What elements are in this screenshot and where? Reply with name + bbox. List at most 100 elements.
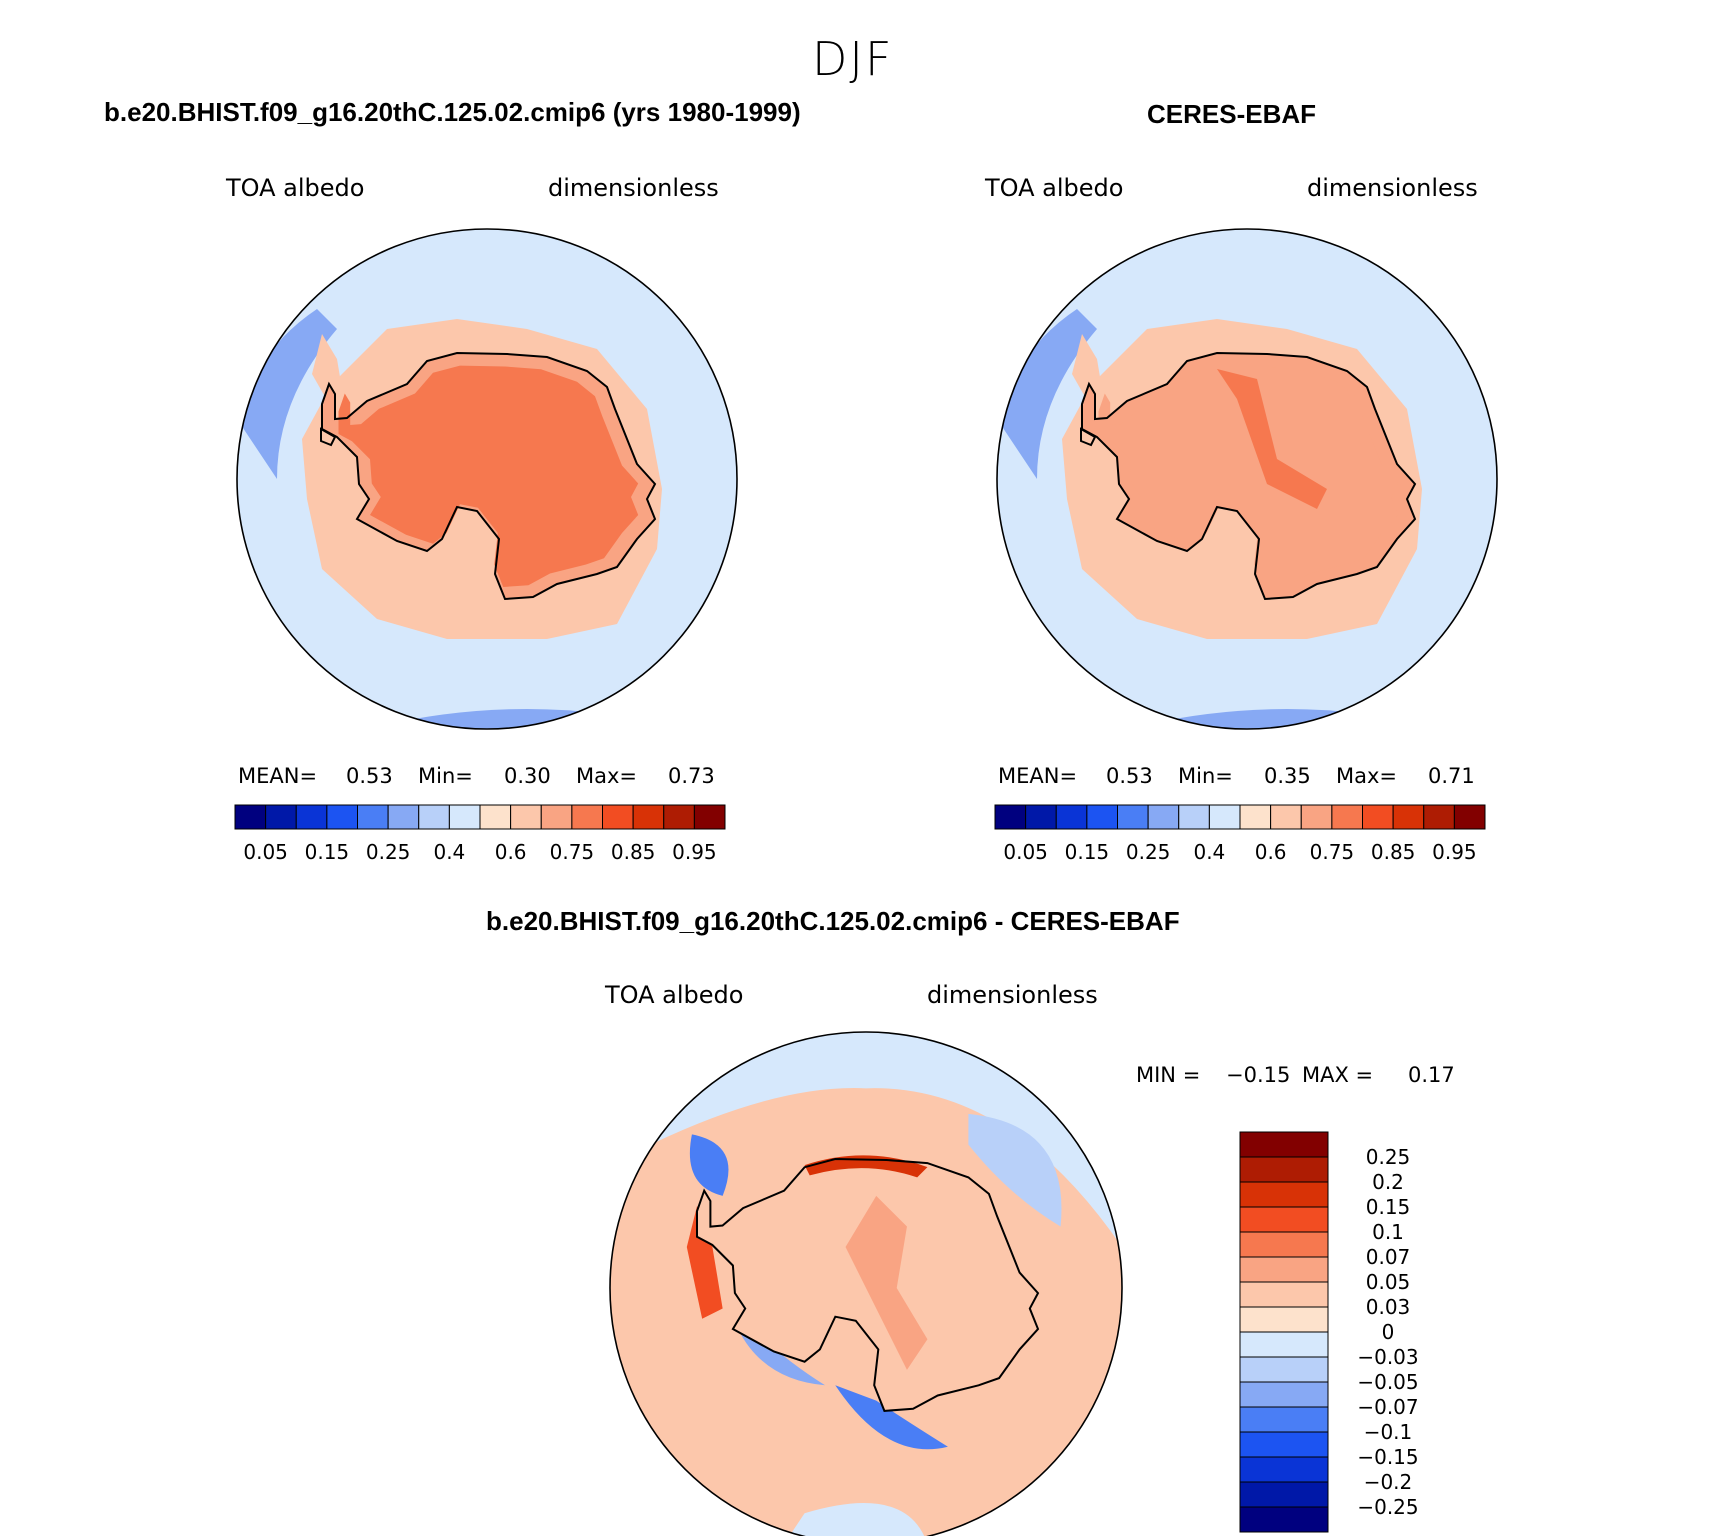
colorbar-tick-label: 0.07	[1366, 1245, 1411, 1269]
colorbar-swatch	[1362, 804, 1394, 830]
panel2-max-label: Max=	[1336, 764, 1398, 788]
colorbar-panel-3: 0.250.20.150.10.070.050.030−0.03−0.05−0.…	[1239, 1131, 1419, 1533]
map-panel-3	[609, 1031, 1123, 1536]
colorbar-tick-label: 0.25	[1366, 1145, 1411, 1169]
colorbar-swatch	[1239, 1156, 1329, 1183]
colorbar-tick-label: 0.85	[1371, 840, 1416, 864]
colorbar-swatch	[1086, 804, 1118, 830]
colorbar-tick-label: −0.05	[1357, 1370, 1418, 1394]
colorbar-tick-label: 0.2	[1372, 1170, 1404, 1194]
map-boundary	[236, 228, 738, 730]
panel2-title: CERES-EBAF	[1147, 99, 1317, 129]
diff-strong-negative	[689, 1134, 729, 1196]
colorbar-swatch	[693, 804, 726, 830]
diff-negative-patch	[968, 1113, 1062, 1227]
colorbar-swatch	[1239, 1381, 1329, 1408]
colorbar-swatch	[1147, 804, 1180, 830]
low-albedo-patch	[1127, 709, 1367, 729]
panel1-mean-label: MEAN=	[238, 764, 318, 788]
colorbar-swatch	[1178, 804, 1210, 830]
colorbar-swatch	[1117, 804, 1149, 830]
colorbar-swatch	[234, 804, 267, 830]
colorbar-swatch	[326, 804, 358, 830]
colorbar-tick-label: −0.15	[1357, 1445, 1418, 1469]
colorbar-swatch	[1208, 804, 1241, 830]
map-panel-1	[236, 228, 738, 730]
colorbar-swatch	[663, 804, 695, 830]
colorbar-swatch	[1239, 1406, 1329, 1433]
map-boundary	[996, 228, 1498, 730]
panel2-min-value: 0.35	[1264, 764, 1311, 788]
colorbar-swatch	[1025, 804, 1057, 830]
low-albedo-patch	[367, 709, 607, 729]
colorbar-swatch	[1239, 1256, 1329, 1283]
panel2-variable: TOA albedo	[985, 174, 1124, 202]
panel3-title: b.e20.BHIST.f09_g16.20thC.125.02.cmip6 -…	[486, 906, 1180, 936]
colorbar-panel-1: 0.05 0.15 0.25 0.4 0.6 0.75 0.85 0.95	[234, 804, 726, 864]
colorbar-swatch	[510, 804, 542, 830]
colorbar-swatch	[357, 804, 389, 830]
colorbar-tick-label: 0.95	[1432, 840, 1477, 864]
ice-sheet	[338, 365, 639, 587]
colorbar-swatch	[1453, 804, 1486, 830]
colorbar-swatch	[994, 804, 1027, 830]
coastline	[321, 351, 657, 601]
panel1-mean-value: 0.53	[346, 764, 393, 788]
colorbar-swatch	[1239, 1281, 1329, 1308]
panel3-variable: TOA albedo	[605, 981, 744, 1009]
ice-sheet	[1098, 365, 1399, 587]
panel1-max-value: 0.73	[668, 764, 715, 788]
colorbar-panel-2: 0.05 0.15 0.25 0.4 0.6 0.75 0.85 0.95	[994, 804, 1486, 864]
low-albedo-patch	[237, 309, 337, 479]
panel3-max-value: 0.17	[1408, 1063, 1455, 1087]
panel1-variable: TOA albedo	[226, 174, 365, 202]
colorbar-swatch	[1239, 1181, 1329, 1208]
colorbar-tick-label: 0.6	[495, 840, 527, 864]
colorbar-swatch	[448, 804, 481, 830]
panel1-title: b.e20.BHIST.f09_g16.20thC.125.02.cmip6 (…	[104, 97, 801, 127]
colorbar-tick-label: 0.25	[1126, 840, 1171, 864]
colorbar-swatch	[1239, 1231, 1329, 1258]
colorbar-swatch	[1239, 1206, 1329, 1233]
colorbar-tick-label: 0.4	[1193, 840, 1225, 864]
peninsula-ring	[312, 334, 342, 409]
colorbar-swatch	[1239, 1481, 1329, 1508]
map-boundary	[609, 1031, 1123, 1536]
panel2-units: dimensionless	[1307, 174, 1478, 202]
panel3-min-value: −0.15	[1226, 1063, 1291, 1087]
colorbar-swatch	[1423, 804, 1455, 830]
coastline	[1081, 351, 1417, 601]
colorbar-swatch	[295, 804, 328, 830]
panel1-max-label: Max=	[576, 764, 638, 788]
colorbar-tick-label: 0.15	[1366, 1195, 1411, 1219]
diff-interior-band	[845, 1195, 928, 1370]
colorbar-tick-label: 0.6	[1255, 840, 1287, 864]
colorbar-tick-label: −0.07	[1357, 1395, 1418, 1419]
panel3-max-label: MAX =	[1302, 1063, 1374, 1087]
colorbar-swatch	[1239, 1131, 1329, 1158]
colorbar-swatch	[1239, 1431, 1329, 1458]
colorbar-tick-label: 0.75	[1310, 840, 1355, 864]
map-panel-2	[996, 228, 1498, 730]
colorbar-tick-label: 0.15	[305, 840, 350, 864]
colorbar-swatch	[1055, 804, 1088, 830]
colorbar-swatch	[1239, 1331, 1329, 1358]
diff-negative-north	[610, 1032, 1122, 1248]
panel3-min-label: MIN =	[1136, 1063, 1201, 1087]
colorbar-tick-label: 0.95	[672, 840, 717, 864]
colorbar-tick-label: −0.2	[1364, 1470, 1413, 1494]
colorbar-swatch	[1300, 804, 1333, 830]
colorbar-swatch	[602, 804, 634, 830]
colorbar-swatch	[1331, 804, 1363, 830]
colorbar-tick-label: 0.85	[611, 840, 656, 864]
colorbar-tick-label: 0.25	[366, 840, 411, 864]
panel2-max-value: 0.71	[1428, 764, 1475, 788]
colorbar-tick-label: 0.1	[1372, 1220, 1404, 1244]
colorbar-tick-label: 0.03	[1366, 1295, 1411, 1319]
colorbar-swatch	[387, 804, 420, 830]
colorbar-swatch	[632, 804, 665, 830]
colorbar-swatch	[1392, 804, 1425, 830]
colorbar-swatch	[540, 804, 573, 830]
colorbar-tick-label: 0.05	[1003, 840, 1048, 864]
